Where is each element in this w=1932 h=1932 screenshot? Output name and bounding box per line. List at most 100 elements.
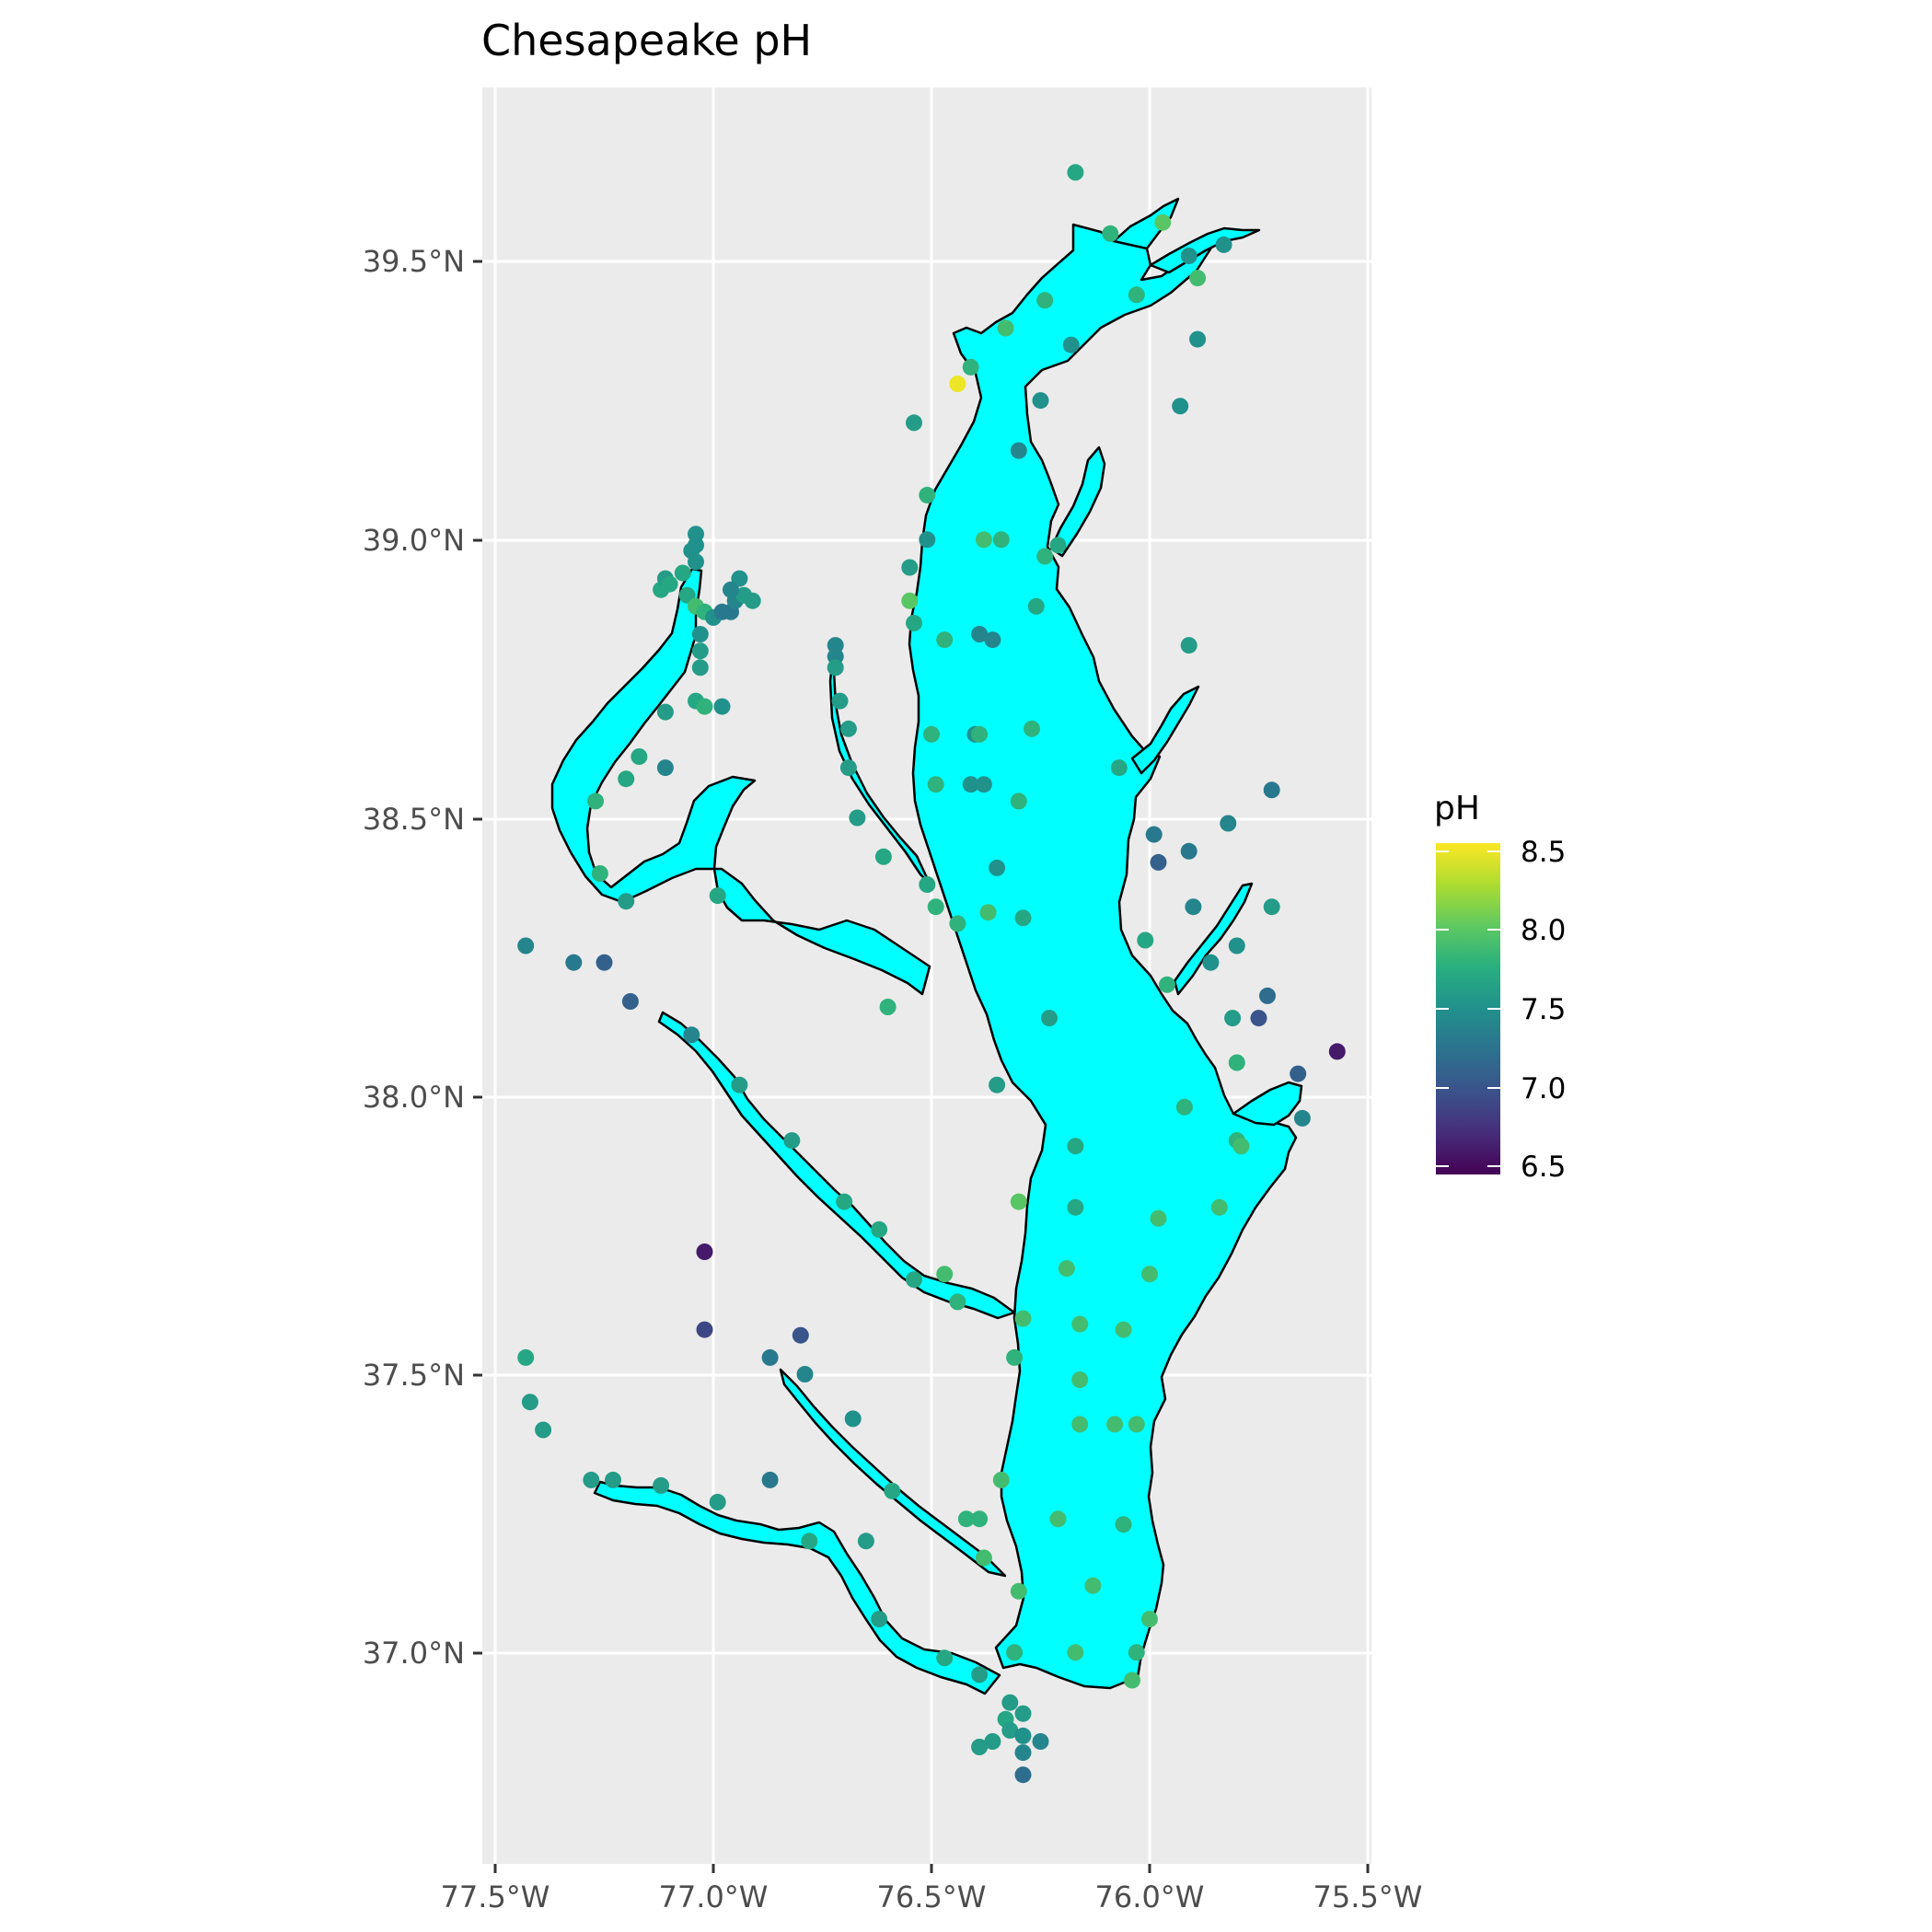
- ph-sample-point-120: [936, 1649, 954, 1667]
- pocomoke-sound: [1232, 1081, 1303, 1127]
- ph-sample-point-79: [1010, 1193, 1027, 1210]
- ph-sample-point-125: [709, 1494, 726, 1510]
- ph-sample-point-142: [731, 1076, 748, 1093]
- ph-sample-point-39: [971, 725, 989, 743]
- ph-sample-point-60: [1185, 898, 1202, 916]
- ph-sample-point-81: [1210, 1198, 1228, 1216]
- ph-sample-point-50: [1180, 842, 1197, 860]
- ph-sample-point-56: [949, 915, 966, 932]
- ph-sample-point-122: [801, 1533, 818, 1550]
- ph-sample-point-126: [653, 1476, 670, 1494]
- ph-sample-point-63: [1228, 937, 1245, 954]
- x-tick-label-77.0: 77.0°W: [659, 1880, 769, 1915]
- ph-sample-point-132: [844, 1410, 862, 1428]
- ph-sample-point-119: [871, 1611, 888, 1627]
- bay-main-stem: [908, 223, 1298, 1690]
- x-tick-label-75.5: 75.5°W: [1313, 1880, 1423, 1915]
- ph-sample-point-21: [1036, 548, 1054, 565]
- ph-sample-point-37: [923, 725, 940, 743]
- ph-sample-point-133: [796, 1366, 814, 1382]
- map-title: Chesapeake pH: [481, 16, 812, 65]
- ph-sample-point-140: [906, 1271, 922, 1289]
- y-tick-label-38.0: 38.0°N: [363, 1080, 465, 1115]
- ph-sample-point-95: [992, 1471, 1010, 1488]
- ph-sample-point-96: [957, 1510, 975, 1528]
- ph-sample-point-109: [1001, 1694, 1019, 1711]
- ph-sample-point-164: [674, 564, 691, 582]
- ph-sample-point-19: [975, 531, 992, 549]
- ph-sample-point-138: [836, 1193, 853, 1210]
- ph-sample-point-61: [1137, 931, 1154, 949]
- nanticoke-river: [1173, 882, 1254, 996]
- ph-sample-point-27: [936, 631, 954, 649]
- legend-label-6.5: 6.5: [1521, 1151, 1566, 1184]
- ph-sample-point-40: [839, 759, 857, 777]
- legend-label-7.5: 7.5: [1521, 993, 1566, 1026]
- ph-sample-point-152: [618, 770, 635, 788]
- ph-sample-point-62: [1202, 954, 1220, 971]
- ph-sample-point-67: [1224, 1010, 1242, 1027]
- ph-sample-point-154: [656, 759, 674, 777]
- ph-sample-point-9: [1062, 336, 1080, 353]
- ph-sample-point-20: [992, 531, 1010, 549]
- ph-sample-point-130: [521, 1394, 538, 1411]
- ph-sample-point-33: [827, 659, 844, 677]
- ph-sample-point-118: [1014, 1766, 1032, 1784]
- ph-sample-point-143: [683, 1026, 700, 1044]
- ph-sample-point-41: [1110, 759, 1128, 777]
- ph-sample-point-157: [696, 698, 713, 715]
- ph-sample-point-87: [1014, 1310, 1032, 1327]
- ph-sample-point-147: [517, 937, 535, 954]
- ph-sample-point-16: [1010, 442, 1027, 459]
- axis-tick-labels: 77.5°W 77.0°W 76.5°W 76.0°W 75.5°W 39.5°…: [363, 244, 1423, 1915]
- legend-label-8.5: 8.5: [1521, 836, 1566, 869]
- ph-sample-point-17: [919, 486, 936, 503]
- ph-sample-point-139: [871, 1221, 888, 1238]
- ph-sample-point-82: [1150, 1209, 1167, 1227]
- axis-ticks: [473, 260, 1370, 1873]
- ph-sample-point-98: [1049, 1510, 1067, 1528]
- ph-sample-point-99: [1115, 1516, 1132, 1533]
- ph-sample-point-3: [1215, 236, 1232, 253]
- ph-sample-point-68: [879, 999, 897, 1015]
- ph-sample-point-49: [1220, 815, 1237, 832]
- ph-sample-point-180: [661, 575, 678, 593]
- ph-sample-point-34: [831, 692, 849, 710]
- ph-sample-point-127: [605, 1471, 621, 1488]
- ph-sample-point-128: [583, 1471, 600, 1488]
- ph-sample-point-121: [857, 1533, 874, 1550]
- ph-sample-point-10: [1189, 330, 1207, 348]
- ph-sample-point-91: [1071, 1371, 1089, 1388]
- ph-sample-point-25: [1027, 597, 1045, 615]
- ph-sample-point-89: [1115, 1321, 1132, 1338]
- ph-sample-point-47: [849, 809, 866, 827]
- ph-sample-point-28: [971, 626, 989, 642]
- ph-sample-point-104: [1006, 1644, 1024, 1661]
- ph-sample-point-57: [979, 904, 997, 921]
- ph-sample-point-11: [962, 358, 979, 376]
- ph-sample-point-175: [723, 581, 739, 598]
- ph-sample-point-108: [971, 1666, 989, 1683]
- ph-sample-point-59: [1263, 898, 1280, 916]
- ph-sample-point-48: [1145, 826, 1163, 843]
- ph-sample-point-77: [1232, 1138, 1250, 1155]
- ph-sample-point-173: [744, 592, 761, 609]
- legend-ticks: [1436, 850, 1500, 1167]
- ph-sample-point-14: [1172, 398, 1189, 415]
- ph-sample-point-23: [901, 559, 919, 576]
- ph-sample-point-124: [761, 1471, 779, 1488]
- ph-sample-point-103: [1141, 1611, 1158, 1627]
- ph-sample-point-115: [984, 1733, 1001, 1750]
- ph-sample-point-2: [1154, 214, 1172, 231]
- ph-sample-point-129: [535, 1421, 552, 1439]
- ph-sample-point-86: [949, 1293, 966, 1311]
- ph-sample-point-148: [709, 887, 726, 905]
- ph-sample-point-26: [906, 614, 922, 631]
- ph-sample-point-15: [906, 414, 922, 432]
- ph-sample-point-69: [1041, 1010, 1058, 1027]
- ph-sample-point-114: [1032, 1733, 1049, 1750]
- ph-sample-point-85: [936, 1266, 954, 1283]
- ph-sample-point-66: [1250, 1010, 1267, 1027]
- ph-sample-point-153: [631, 748, 648, 765]
- ph-sample-point-22: [1049, 537, 1067, 554]
